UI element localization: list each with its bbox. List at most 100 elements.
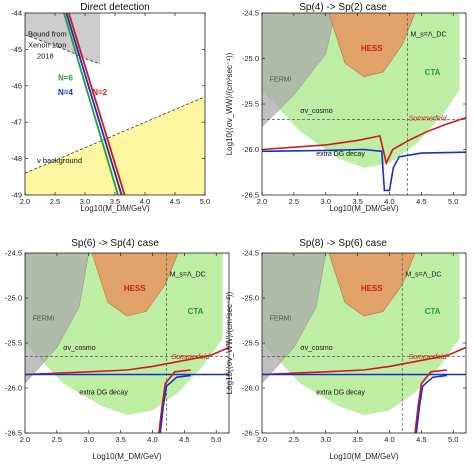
y-tick-label: -45 bbox=[11, 45, 22, 54]
y-tick-label: -24.5 bbox=[5, 249, 22, 258]
x-tick-label: 2.0 bbox=[20, 197, 30, 206]
x-tick-label: 3.5 bbox=[110, 197, 120, 206]
y-tick-label: -25.0 bbox=[242, 54, 259, 63]
x-tick-label: 4.5 bbox=[416, 197, 426, 206]
plot-content bbox=[25, 253, 229, 433]
y-tick-label: -25.0 bbox=[242, 294, 259, 303]
fermi-region bbox=[25, 253, 90, 384]
fermi-label: FERMI bbox=[33, 316, 55, 323]
hess-label: HESS bbox=[361, 44, 383, 53]
fermi-label: FERMI bbox=[270, 316, 292, 323]
x-tick-label: 2.5 bbox=[52, 435, 62, 444]
series-line-blue-drop bbox=[159, 374, 191, 433]
x-tick-label: 4.5 bbox=[416, 435, 426, 444]
x-axis-label: Log10(M_DM/GeV) bbox=[329, 452, 399, 461]
x-tick-label: 4.0 bbox=[384, 197, 394, 206]
panel-sp8-sp6: Sp(8) -> Sp(6) case FERMI HESS CTA M_s=Λ_DC… bbox=[225, 238, 467, 461]
series-label-n2: N=2 bbox=[92, 88, 107, 97]
series-line-extra-DG-decay bbox=[262, 148, 466, 192]
panel-title: Sp(6) -> Sp(4) case bbox=[71, 238, 159, 249]
plot-content bbox=[25, 13, 205, 195]
series-label-n6: N=6 bbox=[58, 73, 73, 82]
x-axis-label: Log10(M_DM/GeV) bbox=[92, 452, 162, 461]
y-tick-label: -24.5 bbox=[242, 249, 259, 258]
y-tick-label: -47 bbox=[11, 118, 22, 127]
panel-title: Sp(8) -> Sp(6) case bbox=[299, 238, 387, 249]
y-tick-label: -26.5 bbox=[242, 429, 259, 438]
x-tick-label: 4.0 bbox=[147, 435, 157, 444]
plot-area: FERMI HESS CTA M_s=Λ_DC σv_cosmo Sommerfeld ex… bbox=[242, 249, 466, 444]
series-line-Sommerfeld bbox=[262, 116, 466, 166]
series-line-Sommerfeld bbox=[262, 346, 466, 376]
series-label-n4: N=4 bbox=[58, 88, 73, 97]
y-axis-label: Log10(⟨σv_WW⟩/(cm³sec⁻¹)) bbox=[225, 291, 234, 394]
extra-decay-label: extra DG decay bbox=[316, 151, 365, 158]
x-tick-label: 2.5 bbox=[289, 435, 299, 444]
plot-area: FERMI HESS CTA M_s=Λ_DC σv_cosmo Sommerfeld ex… bbox=[242, 9, 466, 206]
x-tick-label: 3.0 bbox=[84, 435, 94, 444]
sommerfeld-label: Sommerfeld bbox=[409, 354, 448, 361]
x-tick-label: 5.0 bbox=[448, 197, 458, 206]
xenon-bound-line bbox=[25, 34, 101, 65]
cosmo-label: σv_cosmo bbox=[63, 345, 95, 352]
y-tick-label: -26.0 bbox=[242, 145, 259, 154]
ms-label: M_s=Λ_DC bbox=[405, 271, 441, 278]
y-tick-label: -25.5 bbox=[242, 339, 259, 348]
sommerfeld-label: Sommerfeld bbox=[172, 354, 211, 361]
x-tick-label: 2.5 bbox=[289, 197, 299, 206]
fermi-label: FERMI bbox=[270, 76, 292, 83]
y-tick-label: -26.0 bbox=[5, 384, 22, 393]
plot-frame bbox=[261, 12, 467, 196]
x-tick-label: 3.5 bbox=[352, 435, 362, 444]
x-tick-label: 4.5 bbox=[170, 197, 180, 206]
x-tick-label: 3.0 bbox=[321, 197, 331, 206]
series-line-Sommerfeld bbox=[25, 346, 229, 376]
x-tick-label: 5.0 bbox=[200, 197, 210, 206]
plot-content bbox=[262, 253, 466, 433]
x-tick-label: 2.0 bbox=[257, 197, 267, 206]
x-tick-label: 4.0 bbox=[140, 197, 150, 206]
y-tick-label: -25.5 bbox=[5, 339, 22, 348]
x-tick-label: 3.5 bbox=[115, 435, 125, 444]
cta-label: CTA bbox=[188, 307, 204, 316]
plot-frame bbox=[24, 12, 206, 196]
cosmo-label: σv_cosmo bbox=[300, 345, 332, 352]
x-tick-label: 5.0 bbox=[211, 435, 221, 444]
series-line-red-drop bbox=[158, 369, 191, 433]
x-tick-label: 2.0 bbox=[20, 435, 30, 444]
panel-sp6-sp4: Sp(6) -> Sp(4) case FERMI HESS CTA M_s=Λ_DC… bbox=[5, 238, 230, 461]
xenon-label: Bound from bbox=[28, 30, 67, 39]
panel-sp4-sp2: Sp(4) -> Sp(2) case FERMI HESS CTA M_s=Λ_DC… bbox=[225, 2, 467, 213]
hess-region bbox=[328, 253, 416, 317]
y-tick-label: -26.5 bbox=[242, 191, 259, 200]
series-line-red-drop bbox=[414, 369, 447, 433]
neutrino-background-line bbox=[25, 96, 205, 174]
y-tick-label: -24.5 bbox=[242, 9, 259, 18]
x-tick-label: 4.5 bbox=[179, 435, 189, 444]
x-tick-label: 2.0 bbox=[257, 435, 267, 444]
ms-label: M_s=Λ_DC bbox=[411, 32, 447, 39]
x-axis-label: Log10(M_DM/GeV) bbox=[80, 204, 150, 213]
plot-frame bbox=[261, 252, 467, 434]
cta-label: CTA bbox=[425, 68, 441, 77]
y-tick-label: -25.0 bbox=[5, 294, 22, 303]
series-line-N=4 bbox=[65, 13, 123, 195]
x-axis-label: Log10(M_DM/GeV) bbox=[329, 204, 399, 213]
extra-decay-label: extra DG decay bbox=[316, 389, 365, 396]
extra-decay-label: extra DG decay bbox=[79, 389, 128, 396]
plot-content bbox=[262, 13, 466, 195]
hess-region bbox=[91, 253, 179, 317]
series-line-N=2 bbox=[67, 13, 126, 195]
x-tick-label: 3.5 bbox=[352, 197, 362, 206]
y-tick-label: -49 bbox=[11, 191, 22, 200]
y-tick-label: -26.0 bbox=[242, 384, 259, 393]
panel-title: Direct detection bbox=[80, 2, 149, 13]
xenon-label: Xenon 1ton bbox=[28, 41, 66, 50]
panel-title: Sp(4) -> Sp(2) case bbox=[299, 2, 387, 13]
x-tick-label: 4.0 bbox=[384, 435, 394, 444]
cta-label: CTA bbox=[425, 307, 441, 316]
sommerfeld-label: Sommerfeld bbox=[409, 115, 448, 122]
ms-label: M_s=Λ_DC bbox=[170, 271, 206, 278]
y-tick-label: -46 bbox=[11, 81, 22, 90]
